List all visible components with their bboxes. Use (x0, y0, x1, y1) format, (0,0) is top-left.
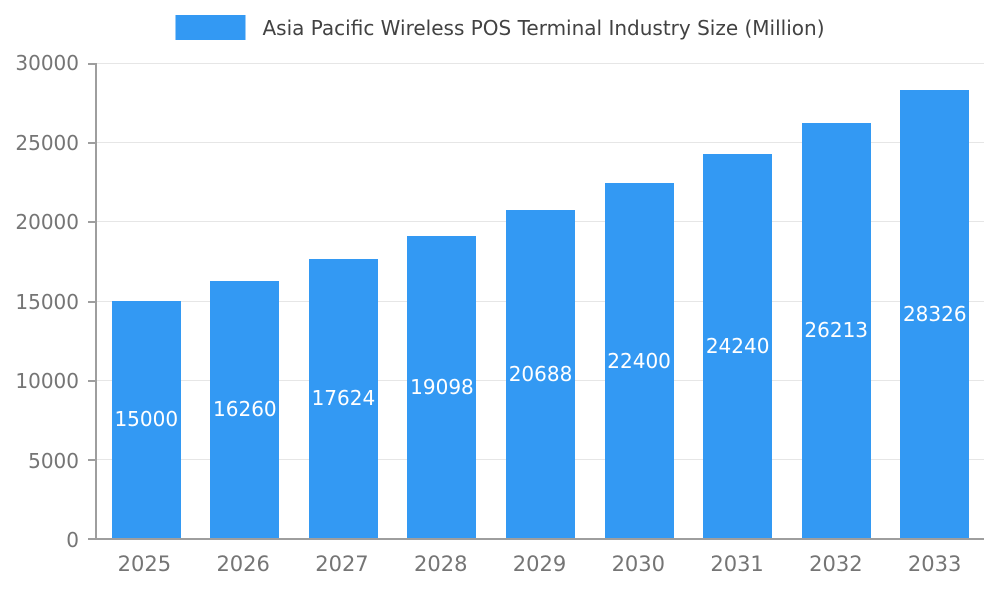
x-axis: 2025 2026 2027 2028 2029 2030 2031 2032 2033 (95, 552, 984, 577)
y-axis-tick-label: 10000 (15, 369, 79, 394)
y-axis-tick-label: 15000 (15, 289, 79, 314)
y-axis-tick (88, 538, 95, 540)
x-axis-tick-label: 2029 (512, 552, 567, 576)
x-axis-tick-label: 2025 (117, 552, 172, 576)
legend: Asia Pacific Wireless POS Terminal Indus… (175, 15, 825, 40)
bar-cell: 19098 (393, 63, 492, 538)
x-axis-tick-label: 2028 (414, 552, 468, 576)
bar-cell: 20688 (491, 63, 590, 538)
y-axis-tick (88, 458, 95, 461)
x-axis-tick-label: 2026 (216, 552, 270, 576)
y-axis: 0 5000 10000 15000 20000 25000 30000 (0, 53, 95, 550)
plot-area: 15000 16260 17624 19098 20688 22400 24240 26213… (88, 63, 984, 540)
x-axis-tick-label: 2027 (315, 552, 369, 576)
x-axis-tick-label: 2031 (710, 552, 764, 576)
bar-2028: 19098 (407, 235, 477, 538)
bar-cell: 28326 (886, 63, 985, 538)
bar-cell: 26213 (787, 63, 886, 538)
bar-cell: 17624 (294, 63, 393, 538)
bar-value-label: 16260 (213, 397, 277, 422)
bar-2030: 22400 (604, 183, 674, 538)
bar-value-label: 20688 (508, 362, 573, 387)
legend-label: Asia Pacific Wireless POS Terminal Indus… (262, 15, 825, 40)
y-axis-tick-label: 5000 (28, 448, 79, 473)
bar-2032: 26213 (801, 122, 871, 538)
bar-value-label: 28326 (902, 301, 967, 326)
legend-swatch (175, 15, 246, 40)
y-axis-tick (88, 63, 95, 65)
y-axis-tick-label: 20000 (15, 210, 79, 235)
y-axis-tick (88, 142, 95, 145)
bar-2027: 17624 (308, 258, 378, 538)
bar-cell: 22400 (590, 63, 689, 538)
bars: 15000 16260 17624 19098 20688 22400 24240 26213… (97, 63, 984, 538)
gridline (97, 63, 984, 64)
x-axis-tick-label: 2030 (611, 552, 666, 576)
bar-2026: 16260 (210, 280, 280, 538)
bar-2031: 24240 (703, 154, 773, 538)
x-axis-tick-label: 2032 (809, 552, 863, 576)
bar-value-label: 22400 (607, 348, 671, 373)
y-axis-tick-label: 30000 (15, 51, 79, 75)
gridline (97, 142, 984, 144)
y-axis-tick (88, 379, 95, 382)
bar-2029: 20688 (506, 210, 576, 538)
bar-value-label: 19098 (410, 374, 474, 399)
y-axis-tick (88, 221, 95, 224)
bar-2033: 28326 (900, 89, 970, 538)
bar-cell: 16260 (196, 63, 295, 538)
bar-value-label: 17624 (311, 386, 376, 411)
bar-value-label: 26213 (804, 318, 869, 343)
bar-cell: 24240 (688, 63, 787, 538)
bar-value-label: 15000 (114, 407, 179, 432)
y-axis-tick-label: 0 (66, 528, 79, 552)
x-axis-tick-label: 2033 (907, 552, 962, 576)
y-axis-tick (88, 300, 95, 303)
bar-value-label: 24240 (705, 334, 770, 359)
bar-2025: 15000 (111, 300, 181, 538)
y-axis-tick-label: 25000 (15, 130, 79, 155)
bar-cell: 15000 (97, 63, 196, 538)
